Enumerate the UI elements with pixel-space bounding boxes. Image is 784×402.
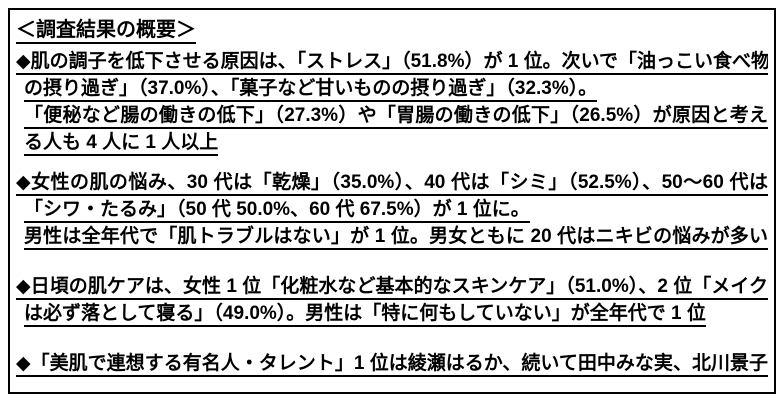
summary-paragraph-1: ◆肌の調子を低下させる原因は、「ストレス」（51.8%）が 1 位。次いで「油っ… [16, 48, 768, 156]
summary-line: ◆日頃の肌ケアは、女性 1 位「化粧水など基本的なスキンケア」（51.0%）、2… [16, 273, 768, 300]
summary-line: は必ず落として寝る」（49.0%）。男性は「特に何もしていない」が全年代で 1 … [16, 300, 768, 327]
summary-line: 「シワ・たるみ」（50 代 50.0%、60 代 67.5%）が 1 位に。 [16, 196, 768, 223]
summary-line: ◆「美肌で連想する有名人・タレント」1 位は綾瀬はるか、続いて田中みな実、北川景… [16, 350, 768, 377]
summary-paragraph-3: ◆日頃の肌ケアは、女性 1 位「化粧水など基本的なスキンケア」（51.0%）、2… [16, 273, 768, 327]
summary-line: 男性は全年代で「肌トラブルはない」が 1 位。男女ともに 20 代はニキビの悩み… [16, 223, 768, 250]
summary-line: 「便秘など腸の働きの低下」（27.3%）や「胃腸の働きの低下」（26.5%）が原… [16, 102, 768, 129]
document-title: ＜調査結果の概要＞ [16, 17, 768, 44]
survey-summary-box: ＜調査結果の概要＞ ◆肌の調子を低下させる原因は、「ストレス」（51.8%）が … [8, 8, 776, 394]
summary-paragraph-2: ◆女性の肌の悩み、30 代は「乾燥」（35.0%）、40 代は「シミ」（52.5… [16, 169, 768, 250]
document-title-text: ＜調査結果の概要＞ [16, 19, 196, 44]
summary-paragraph-4: ◆「美肌で連想する有名人・タレント」1 位は綾瀬はるか、続いて田中みな実、北川景… [16, 350, 768, 377]
summary-line: ◆肌の調子を低下させる原因は、「ストレス」（51.8%）が 1 位。次いで「油っ… [16, 48, 768, 75]
summary-line: ◆女性の肌の悩み、30 代は「乾燥」（35.0%）、40 代は「シミ」（52.5… [16, 169, 768, 196]
summary-line: る人も 4 人に 1 人以上 [16, 129, 768, 156]
summary-line: の摂り過ぎ」（37.0%）、「菓子など甘いものの摂り過ぎ」（32.3%）。 [16, 75, 768, 102]
